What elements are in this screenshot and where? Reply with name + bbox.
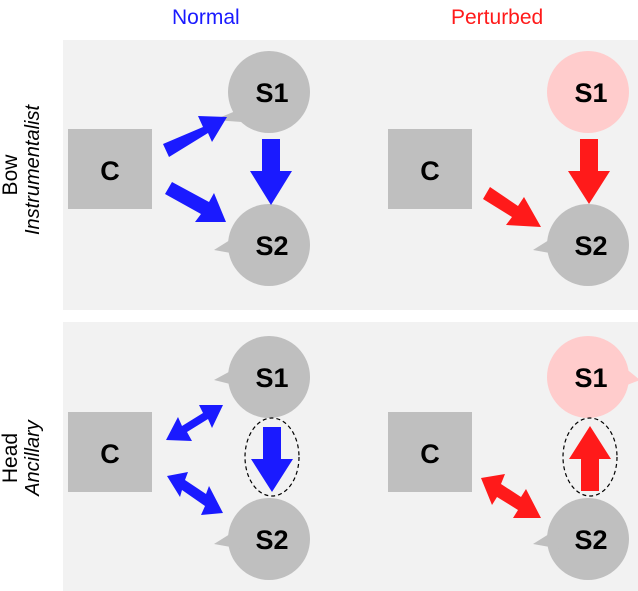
arrow-c-s1-bidirectional xyxy=(166,405,223,441)
arrow-c-s2-bidirectional xyxy=(167,472,223,515)
node-s1-perturbed xyxy=(547,51,629,133)
arrow-s2-to-s1 xyxy=(569,426,611,491)
column-title-perturbed: Perturbed xyxy=(451,6,544,29)
node-c xyxy=(68,129,152,209)
row-label-head: Head Ancillary xyxy=(0,398,44,518)
panel-head xyxy=(63,322,638,591)
arrow-c-to-s2 xyxy=(165,182,226,222)
node-c-label: C xyxy=(100,156,120,186)
bow-normal-group: C S1 S2 xyxy=(68,51,310,286)
arrow-c-s2-bidirectional xyxy=(481,474,541,518)
row-label-head-sub: Ancillary xyxy=(22,420,44,496)
node-c-label: C xyxy=(100,439,120,469)
node-c xyxy=(68,412,152,492)
node-s2 xyxy=(214,498,310,580)
node-c-label: C xyxy=(420,156,440,186)
node-s1-perturbed xyxy=(547,336,638,418)
arrow-c-to-s1 xyxy=(163,116,227,157)
node-s1-label: S1 xyxy=(574,78,607,108)
row-label-head-main: Head xyxy=(0,432,22,484)
arrow-s1-to-s2 xyxy=(251,427,293,492)
node-s2-label: S2 xyxy=(255,525,288,555)
node-s1-label: S1 xyxy=(255,363,288,393)
node-s2 xyxy=(214,204,310,286)
arrow-c-to-s2 xyxy=(483,187,541,227)
node-s2-label: S2 xyxy=(255,231,288,261)
node-s2 xyxy=(533,498,629,580)
head-perturbed-group: C S1 S2 xyxy=(388,336,638,580)
node-s1-label: S1 xyxy=(574,363,607,393)
dashed-ellipse xyxy=(244,417,300,497)
head-normal-group: C S1 S2 xyxy=(68,336,310,580)
node-c xyxy=(388,412,472,492)
dashed-ellipse xyxy=(562,417,618,497)
node-s1 xyxy=(214,336,310,418)
arrow-s1-to-s2 xyxy=(250,139,292,205)
node-c xyxy=(388,129,472,209)
node-s2 xyxy=(533,204,629,286)
node-s1-label: S1 xyxy=(255,78,288,108)
panel-bow xyxy=(63,40,638,310)
row-label-bow-main: Bow xyxy=(0,154,22,196)
node-c-label: C xyxy=(420,439,440,469)
bow-perturbed-group: C S1 S2 xyxy=(388,51,629,286)
node-s2-label: S2 xyxy=(574,525,607,555)
node-s2-label: S2 xyxy=(574,231,607,261)
row-label-bow-sub: Instrumentalist xyxy=(22,104,44,235)
column-title-normal: Normal xyxy=(172,6,240,29)
row-label-bow: Bow Instrumentalist xyxy=(0,104,44,235)
arrow-s1-to-s2 xyxy=(568,139,610,204)
